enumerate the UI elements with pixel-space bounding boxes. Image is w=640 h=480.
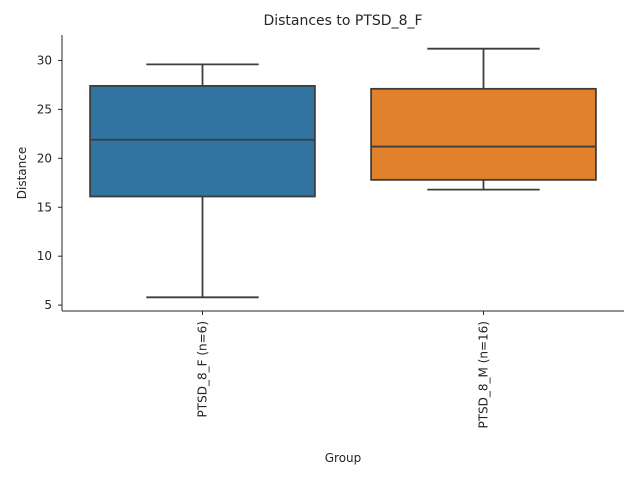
y-tick-label: 25 (37, 102, 52, 116)
x-ticks: PTSD_8_F (n=6) PTSD_8_M (n=16) (196, 311, 491, 429)
y-axis-label: Distance (15, 147, 29, 199)
chart-title: Distances to PTSD_8_F (263, 13, 422, 29)
y-tick-label: 15 (37, 200, 52, 214)
box-2 (370, 47, 597, 191)
x-tick-label: PTSD_8_F (n=6) (196, 321, 210, 417)
boxes (89, 47, 597, 299)
y-tick-label: 30 (37, 53, 52, 67)
y-ticks: 5 10 15 20 25 30 (37, 53, 62, 312)
y-tick-label: 5 (44, 298, 52, 312)
iqr-box (370, 87, 597, 181)
x-axis-label: Group (325, 451, 362, 465)
y-tick-label: 20 (37, 151, 52, 165)
x-tick-label: PTSD_8_M (n=16) (477, 321, 491, 429)
y-tick-label: 10 (37, 249, 52, 263)
box-1 (89, 63, 316, 299)
iqr-box (89, 84, 316, 198)
